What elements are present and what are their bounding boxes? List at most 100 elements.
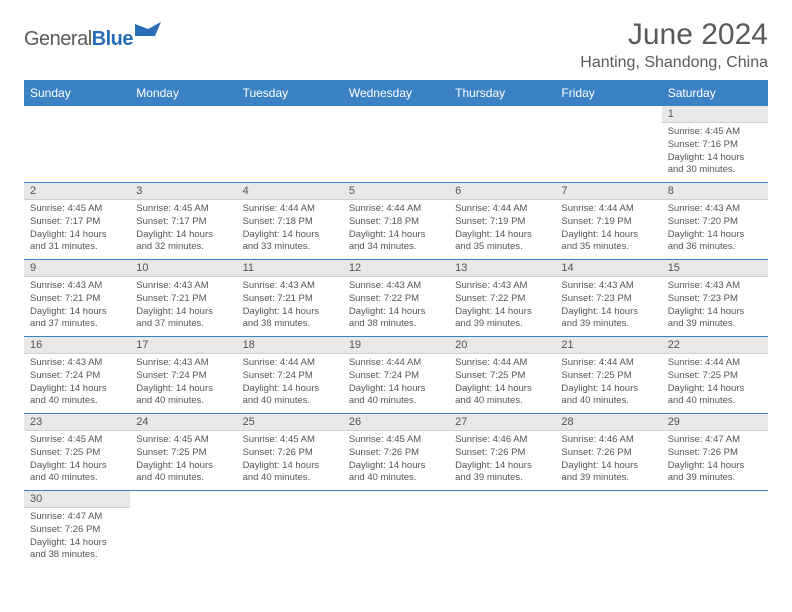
calendar-cell: 5Sunrise: 4:44 AMSunset: 7:18 PMDaylight…	[343, 183, 449, 260]
weekday-header: Sunday	[24, 80, 130, 106]
day-details: Sunrise: 4:47 AMSunset: 7:26 PMDaylight:…	[662, 431, 768, 487]
day-number: 12	[343, 260, 449, 277]
day-number: 16	[24, 337, 130, 354]
calendar-cell: 21Sunrise: 4:44 AMSunset: 7:25 PMDayligh…	[555, 337, 661, 414]
calendar-cell: 22Sunrise: 4:44 AMSunset: 7:25 PMDayligh…	[662, 337, 768, 414]
day-details: Sunrise: 4:44 AMSunset: 7:24 PMDaylight:…	[343, 354, 449, 410]
calendar-cell	[237, 106, 343, 183]
weekday-header: Wednesday	[343, 80, 449, 106]
calendar-cell: 23Sunrise: 4:45 AMSunset: 7:25 PMDayligh…	[24, 414, 130, 491]
day-number: 14	[555, 260, 661, 277]
calendar-cell	[237, 491, 343, 568]
day-details: Sunrise: 4:43 AMSunset: 7:21 PMDaylight:…	[130, 277, 236, 333]
day-number: 25	[237, 414, 343, 431]
day-number: 19	[343, 337, 449, 354]
day-details: Sunrise: 4:44 AMSunset: 7:18 PMDaylight:…	[343, 200, 449, 256]
day-number: 8	[662, 183, 768, 200]
day-details: Sunrise: 4:45 AMSunset: 7:17 PMDaylight:…	[130, 200, 236, 256]
calendar-cell	[343, 491, 449, 568]
calendar-cell: 7Sunrise: 4:44 AMSunset: 7:19 PMDaylight…	[555, 183, 661, 260]
day-number: 28	[555, 414, 661, 431]
day-number: 15	[662, 260, 768, 277]
brand-logo: GeneralBlue	[24, 18, 163, 51]
day-number: 21	[555, 337, 661, 354]
day-details: Sunrise: 4:44 AMSunset: 7:19 PMDaylight:…	[449, 200, 555, 256]
calendar-cell: 27Sunrise: 4:46 AMSunset: 7:26 PMDayligh…	[449, 414, 555, 491]
calendar-cell: 17Sunrise: 4:43 AMSunset: 7:24 PMDayligh…	[130, 337, 236, 414]
calendar-cell	[24, 106, 130, 183]
logo-flag-icon	[135, 22, 163, 45]
weekday-header: Tuesday	[237, 80, 343, 106]
day-number: 6	[449, 183, 555, 200]
day-details: Sunrise: 4:44 AMSunset: 7:19 PMDaylight:…	[555, 200, 661, 256]
brand-part2: Blue	[92, 28, 133, 51]
day-number: 11	[237, 260, 343, 277]
calendar-cell: 2Sunrise: 4:45 AMSunset: 7:17 PMDaylight…	[24, 183, 130, 260]
calendar-cell: 16Sunrise: 4:43 AMSunset: 7:24 PMDayligh…	[24, 337, 130, 414]
day-number: 24	[130, 414, 236, 431]
day-number: 5	[343, 183, 449, 200]
calendar-cell: 12Sunrise: 4:43 AMSunset: 7:22 PMDayligh…	[343, 260, 449, 337]
day-number: 20	[449, 337, 555, 354]
day-number: 17	[130, 337, 236, 354]
day-number: 18	[237, 337, 343, 354]
day-number: 30	[24, 491, 130, 508]
day-details: Sunrise: 4:44 AMSunset: 7:25 PMDaylight:…	[555, 354, 661, 410]
header: GeneralBlue June 2024 Hanting, Shandong,…	[24, 18, 768, 72]
calendar-cell	[343, 106, 449, 183]
day-number: 26	[343, 414, 449, 431]
day-number: 29	[662, 414, 768, 431]
day-details: Sunrise: 4:44 AMSunset: 7:24 PMDaylight:…	[237, 354, 343, 410]
calendar-cell: 10Sunrise: 4:43 AMSunset: 7:21 PMDayligh…	[130, 260, 236, 337]
day-details: Sunrise: 4:43 AMSunset: 7:24 PMDaylight:…	[130, 354, 236, 410]
day-details: Sunrise: 4:44 AMSunset: 7:18 PMDaylight:…	[237, 200, 343, 256]
brand-part1: General	[24, 28, 92, 51]
day-details: Sunrise: 4:45 AMSunset: 7:17 PMDaylight:…	[24, 200, 130, 256]
day-number: 2	[24, 183, 130, 200]
calendar-cell: 9Sunrise: 4:43 AMSunset: 7:21 PMDaylight…	[24, 260, 130, 337]
day-number: 27	[449, 414, 555, 431]
day-number: 1	[662, 106, 768, 123]
calendar-cell: 8Sunrise: 4:43 AMSunset: 7:20 PMDaylight…	[662, 183, 768, 260]
calendar-cell: 25Sunrise: 4:45 AMSunset: 7:26 PMDayligh…	[237, 414, 343, 491]
day-number: 3	[130, 183, 236, 200]
title-block: June 2024 Hanting, Shandong, China	[580, 18, 768, 72]
day-number: 4	[237, 183, 343, 200]
day-number: 10	[130, 260, 236, 277]
calendar-cell: 15Sunrise: 4:43 AMSunset: 7:23 PMDayligh…	[662, 260, 768, 337]
calendar-cell	[662, 491, 768, 568]
calendar-cell: 11Sunrise: 4:43 AMSunset: 7:21 PMDayligh…	[237, 260, 343, 337]
day-details: Sunrise: 4:45 AMSunset: 7:26 PMDaylight:…	[343, 431, 449, 487]
weekday-header: Monday	[130, 80, 236, 106]
day-details: Sunrise: 4:45 AMSunset: 7:16 PMDaylight:…	[662, 123, 768, 179]
day-details: Sunrise: 4:43 AMSunset: 7:22 PMDaylight:…	[343, 277, 449, 333]
day-details: Sunrise: 4:46 AMSunset: 7:26 PMDaylight:…	[449, 431, 555, 487]
day-details: Sunrise: 4:43 AMSunset: 7:23 PMDaylight:…	[662, 277, 768, 333]
day-details: Sunrise: 4:47 AMSunset: 7:26 PMDaylight:…	[24, 508, 130, 564]
calendar-cell: 1Sunrise: 4:45 AMSunset: 7:16 PMDaylight…	[662, 106, 768, 183]
calendar-cell: 4Sunrise: 4:44 AMSunset: 7:18 PMDaylight…	[237, 183, 343, 260]
calendar-cell: 26Sunrise: 4:45 AMSunset: 7:26 PMDayligh…	[343, 414, 449, 491]
day-details: Sunrise: 4:43 AMSunset: 7:21 PMDaylight:…	[237, 277, 343, 333]
day-details: Sunrise: 4:43 AMSunset: 7:24 PMDaylight:…	[24, 354, 130, 410]
weekday-header: Friday	[555, 80, 661, 106]
calendar-cell: 18Sunrise: 4:44 AMSunset: 7:24 PMDayligh…	[237, 337, 343, 414]
calendar-cell	[555, 491, 661, 568]
calendar-table: SundayMondayTuesdayWednesdayThursdayFrid…	[24, 80, 768, 567]
calendar-cell: 3Sunrise: 4:45 AMSunset: 7:17 PMDaylight…	[130, 183, 236, 260]
calendar-cell: 30Sunrise: 4:47 AMSunset: 7:26 PMDayligh…	[24, 491, 130, 568]
day-details: Sunrise: 4:45 AMSunset: 7:25 PMDaylight:…	[130, 431, 236, 487]
calendar-cell	[449, 106, 555, 183]
weekday-header: Thursday	[449, 80, 555, 106]
day-details: Sunrise: 4:44 AMSunset: 7:25 PMDaylight:…	[662, 354, 768, 410]
day-details: Sunrise: 4:44 AMSunset: 7:25 PMDaylight:…	[449, 354, 555, 410]
day-details: Sunrise: 4:43 AMSunset: 7:21 PMDaylight:…	[24, 277, 130, 333]
day-number: 9	[24, 260, 130, 277]
day-number: 13	[449, 260, 555, 277]
weekday-header: Saturday	[662, 80, 768, 106]
calendar-cell: 13Sunrise: 4:43 AMSunset: 7:22 PMDayligh…	[449, 260, 555, 337]
calendar-cell: 6Sunrise: 4:44 AMSunset: 7:19 PMDaylight…	[449, 183, 555, 260]
day-details: Sunrise: 4:45 AMSunset: 7:26 PMDaylight:…	[237, 431, 343, 487]
calendar-cell: 19Sunrise: 4:44 AMSunset: 7:24 PMDayligh…	[343, 337, 449, 414]
calendar-cell: 14Sunrise: 4:43 AMSunset: 7:23 PMDayligh…	[555, 260, 661, 337]
